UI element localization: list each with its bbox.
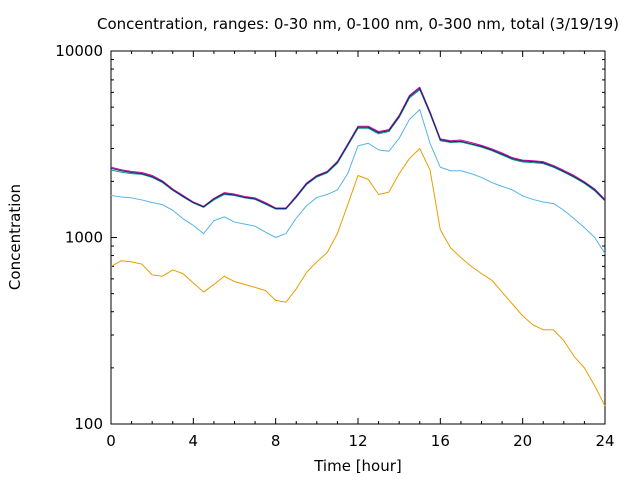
x-tick-label: 24 (595, 432, 614, 450)
x-tick-label: 12 (348, 432, 367, 450)
y-tick-label: 100 (74, 415, 103, 433)
series-line-5 (110, 87, 606, 210)
axis-ticks (110, 50, 606, 425)
plot-area (110, 50, 606, 425)
x-tick-label: 4 (189, 432, 199, 450)
y-tick-labels: 100 1000 10000 (55, 42, 103, 433)
series-layer (110, 86, 606, 407)
x-axis-label: Time [hour] (313, 457, 402, 475)
x-tick-label: 20 (513, 432, 532, 450)
chart-title: Concentration, ranges: 0-30 nm, 0-100 nm… (97, 15, 619, 33)
x-tick-label: 0 (106, 432, 116, 450)
series-line-4 (110, 86, 606, 209)
series-line-3 (110, 89, 606, 210)
plot-frame (110, 50, 606, 425)
series-line-1 (110, 148, 606, 407)
x-tick-label: 8 (271, 432, 281, 450)
y-tick-label: 1000 (65, 229, 103, 247)
y-axis-label: Concentration (6, 184, 24, 290)
series-line-2 (110, 109, 606, 254)
x-tick-labels: 0 4 8 12 16 20 24 (106, 432, 614, 450)
y-tick-label: 10000 (55, 42, 103, 60)
x-tick-label: 16 (431, 432, 450, 450)
